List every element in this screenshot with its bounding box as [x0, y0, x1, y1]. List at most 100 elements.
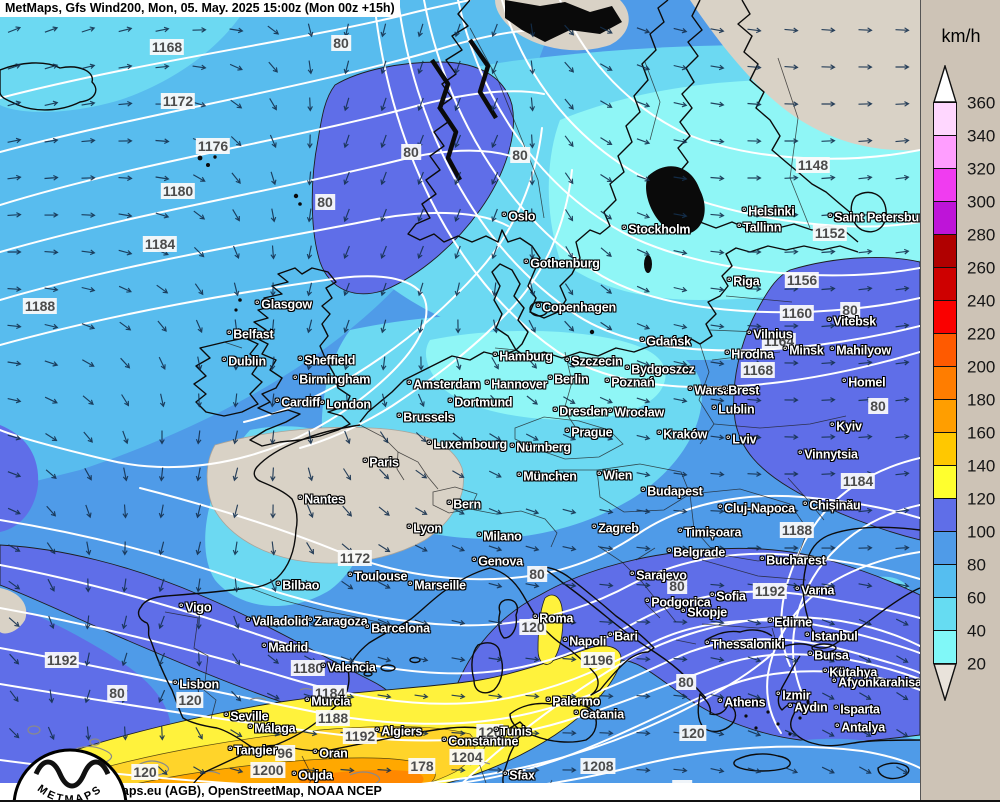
city-label: ° Murcia — [305, 694, 351, 709]
legend-tick: 340 — [967, 126, 996, 146]
city-label: ° Vinnytsia — [798, 447, 858, 462]
legend-band — [933, 300, 957, 334]
contour-value-label: 1184 — [142, 236, 178, 252]
city-label: ° Tangier — [228, 743, 278, 758]
contour-value-label: 1208 — [580, 758, 616, 774]
contour-value-label: 80 — [868, 398, 888, 414]
city-marker-icon: ° — [397, 412, 402, 425]
legend-band — [933, 135, 957, 169]
map-canvas — [0, 0, 920, 800]
legend-band — [933, 399, 957, 433]
city-label: ° Zaragoza — [308, 614, 368, 629]
city-marker-icon: ° — [308, 616, 313, 629]
city-marker-icon: ° — [760, 555, 765, 568]
city-marker-icon: ° — [255, 299, 260, 312]
city-marker-icon: ° — [363, 457, 368, 470]
contour-value-label: 1188 — [315, 710, 351, 726]
city-label: ° Nürnberg — [510, 440, 571, 455]
city-marker-icon: ° — [276, 580, 281, 593]
city-label: ° Szczecin — [565, 354, 623, 369]
legend-band — [933, 564, 957, 598]
city-marker-icon: ° — [776, 690, 781, 703]
city-marker-icon: ° — [592, 523, 597, 536]
city-label: ° Algiers — [375, 724, 423, 739]
city-marker-icon: ° — [718, 697, 723, 710]
city-marker-icon: ° — [427, 439, 432, 452]
city-label: ° Oslo — [502, 209, 536, 224]
legend-band — [933, 102, 957, 136]
wind-region-100-120 — [733, 257, 920, 541]
legend-band — [933, 432, 957, 466]
contour-value-label: 120 — [679, 725, 707, 741]
city-marker-icon: ° — [293, 374, 298, 387]
city-marker-icon: ° — [678, 527, 683, 540]
city-marker-icon: ° — [681, 607, 686, 620]
city-marker-icon: ° — [788, 702, 793, 715]
contour-value-label: 1172 — [160, 93, 196, 109]
city-marker-icon: ° — [408, 580, 413, 593]
city-label: ° Bydgoszcz — [625, 362, 695, 377]
city-marker-icon: ° — [622, 224, 627, 237]
city-marker-icon: ° — [823, 667, 828, 680]
coastlines — [0, 0, 920, 800]
city-label: ° Barcelona — [365, 621, 430, 636]
city-label: ° Kyiv — [830, 419, 862, 434]
legend-arrow-up-icon — [933, 65, 957, 103]
legend-unit-label: km/h — [941, 26, 981, 46]
city-marker-icon: ° — [832, 677, 837, 690]
contour-value-label: 1176 — [195, 138, 231, 154]
contour-value-label: 1200 — [250, 762, 286, 778]
contour-value-label: 1204 — [449, 749, 485, 765]
city-label: ° Stockholm — [622, 222, 691, 237]
contour-value-label: 1192 — [752, 583, 788, 599]
city-label: ° Madrid — [262, 640, 308, 655]
calm-region-france — [206, 426, 464, 564]
city-marker-icon: ° — [795, 585, 800, 598]
city-marker-icon: ° — [798, 449, 803, 462]
city-marker-icon: ° — [320, 399, 325, 412]
city-label: ° Brussels — [397, 410, 455, 425]
city-marker-icon: ° — [472, 556, 477, 569]
contour-value-label: 80 — [510, 147, 530, 163]
city-marker-icon: ° — [608, 407, 613, 420]
contour-value-label: 1160 — [779, 305, 815, 321]
city-marker-icon: ° — [625, 364, 630, 377]
city-marker-icon: ° — [725, 349, 730, 362]
city-marker-icon: ° — [227, 329, 232, 342]
city-label: ° Lyon — [407, 521, 442, 536]
contour-value-label: 80 — [107, 685, 127, 701]
city-label: ° Edirne — [768, 615, 812, 630]
contour-value-label: 80 — [527, 566, 547, 582]
city-label: ° Dortmund — [448, 395, 513, 410]
legend-band — [933, 267, 957, 301]
city-label: ° Athens — [718, 695, 766, 710]
city-label: ° Genova — [472, 554, 523, 569]
legend-band — [933, 630, 957, 664]
city-label: ° Lublin — [712, 402, 755, 417]
city-marker-icon: ° — [494, 726, 499, 739]
city-marker-icon: ° — [365, 623, 370, 636]
city-marker-icon: ° — [313, 748, 318, 761]
city-marker-icon: ° — [565, 427, 570, 440]
city-marker-icon: ° — [688, 385, 693, 398]
legend-tick: 300 — [967, 192, 996, 212]
city-label: ° Amsterdam — [407, 377, 481, 392]
city-label: ° Saint Petersburg — [828, 210, 932, 225]
city-label: ° Chișinău — [803, 498, 861, 513]
contour-value-label: 120 — [476, 724, 504, 740]
city-label: ° Prague — [565, 425, 613, 440]
city-label: ° Oujda — [292, 768, 333, 783]
legend-band — [933, 597, 957, 631]
city-marker-icon: ° — [536, 302, 541, 315]
city-label: ° Timișoara — [678, 525, 742, 540]
city-label: ° Luxembourg — [427, 437, 507, 452]
metmaps-logo: METMAPS — [6, 744, 134, 800]
city-marker-icon: ° — [407, 523, 412, 536]
city-marker-icon: ° — [808, 650, 813, 663]
city-label: ° Málaga — [248, 721, 296, 736]
legend-tick: 20 — [967, 654, 986, 674]
city-label: ° Nantes — [298, 492, 345, 507]
city-label: ° Marseille — [408, 578, 466, 593]
city-label: ° Bucharest — [760, 553, 826, 568]
